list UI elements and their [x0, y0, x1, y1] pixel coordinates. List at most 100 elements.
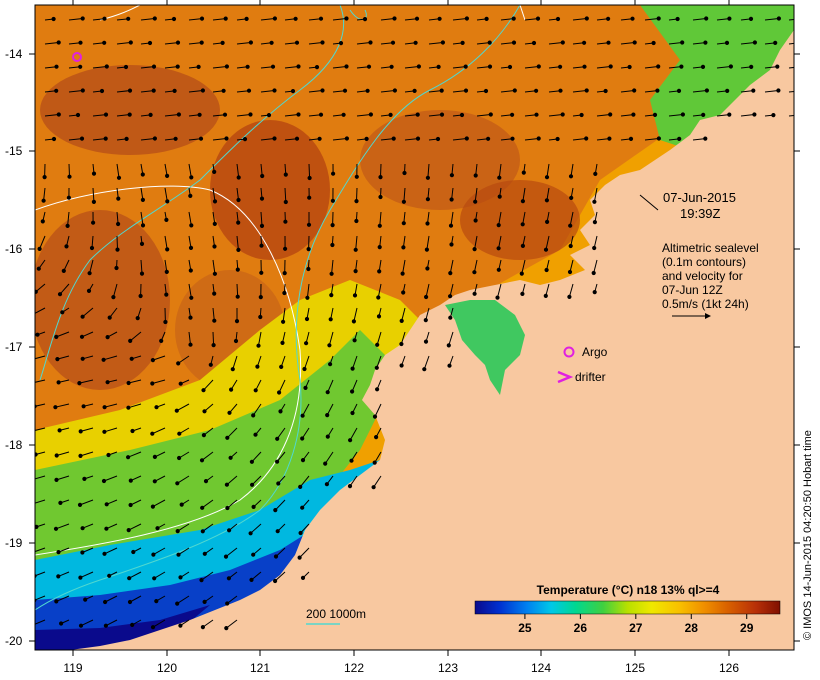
velocity-arrow [278, 379, 286, 393]
velocity-arrow-head [171, 16, 177, 22]
velocity-arrow [428, 114, 443, 117]
velocity-arrow-head [82, 476, 87, 481]
velocity-arrow [164, 66, 178, 69]
velocity-arrow [236, 42, 251, 45]
credit-label: © IMOS 14-Jun-2015 04:20:50 Hobart time [802, 430, 814, 640]
velocity-arrow [452, 138, 467, 141]
velocity-arrow [572, 90, 587, 93]
velocity-arrow [236, 235, 239, 250]
velocity-arrow-head [460, 40, 465, 46]
velocity-arrow-head [350, 366, 355, 371]
velocity-arrow [103, 355, 118, 361]
lat-tick: -14 [5, 47, 800, 61]
velocity-arrow-head [371, 485, 376, 490]
velocity-arrow-head [520, 199, 526, 204]
velocity-arrow-head [105, 380, 110, 385]
velocity-arrow [498, 163, 502, 178]
velocity-arrow-head [30, 358, 33, 361]
velocity-arrow-head [272, 88, 277, 93]
velocity-arrow [92, 66, 107, 69]
velocity-arrow [79, 379, 94, 384]
velocity-arrow [716, 66, 731, 69]
velocity-arrow-head [275, 529, 280, 534]
lon-tick-label: 125 [625, 661, 645, 675]
velocity-arrow-head [139, 241, 145, 246]
velocity-arrow [404, 138, 419, 141]
velocity-arrow-head [178, 381, 183, 386]
velocity-arrow-head [464, 16, 469, 21]
velocity-arrow [92, 114, 107, 117]
king-sound [445, 300, 525, 395]
velocity-arrow [59, 283, 70, 295]
velocity-arrow-head [54, 477, 59, 482]
velocity-arrow-head [104, 64, 109, 69]
velocity-arrow-head [752, 112, 757, 117]
velocity-arrow-head [422, 367, 427, 372]
velocity-arrow-head [188, 193, 193, 198]
velocity-arrow-head [584, 136, 589, 141]
velocity-arrow-head [330, 242, 335, 248]
velocity-arrow-head [520, 222, 525, 227]
velocity-arrow-head [487, 64, 493, 69]
velocity-arrow [448, 331, 454, 346]
velocity-arrow-head [78, 429, 83, 434]
velocity-arrow [201, 451, 214, 461]
velocity-arrow-head [36, 266, 41, 271]
velocity-arrow-head [127, 88, 133, 93]
velocity-arrow-head [126, 16, 131, 21]
velocity-arrow-head [704, 16, 709, 21]
velocity-arrow-head [212, 318, 217, 323]
velocity-arrow-head [352, 293, 358, 298]
velocity-arrow-head [235, 294, 240, 299]
velocity-arrow-head [341, 112, 346, 117]
velocity-arrow-head [224, 136, 229, 141]
velocity-arrow-head [447, 363, 452, 368]
velocity-arrow-head [128, 40, 133, 45]
velocity-arrow-head [99, 88, 105, 94]
velocity-arrow [188, 42, 202, 45]
velocity-arrow-head [258, 295, 263, 300]
velocity-arrow-head [543, 293, 548, 298]
velocity-arrow [548, 42, 563, 45]
velocity-arrow-head [303, 385, 308, 390]
velocity-arrow-head [375, 342, 380, 347]
velocity-arrow [299, 475, 310, 488]
velocity-arrow-head [448, 294, 453, 299]
colorbar-tick-label: 29 [740, 621, 754, 635]
velocity-arrow-head [259, 270, 264, 275]
velocity-arrow-head [592, 199, 597, 204]
velocity-arrow-head [80, 550, 85, 555]
velocity-arrow-head [283, 199, 288, 205]
velocity-arrow [302, 403, 310, 416]
velocity-arrow-head [67, 174, 72, 179]
velocity-arrow-head [582, 64, 587, 69]
velocity-arrow [92, 187, 95, 202]
coldest-band [35, 605, 210, 650]
lat-tick: -16 [5, 242, 800, 256]
velocity-arrow-head [749, 64, 754, 70]
velocity-arrow-head [224, 64, 229, 69]
velocity-arrow [380, 90, 395, 93]
velocity-arrow-head [472, 247, 477, 252]
velocity-arrow-head [66, 195, 72, 200]
velocity-arrow-head [607, 136, 612, 141]
velocity-arrow-head [165, 199, 170, 204]
altimetry-line: Altimetric sealevel [662, 241, 759, 255]
velocity-arrow-head [249, 459, 254, 464]
velocity-arrow-head [435, 136, 441, 142]
velocity-arrow [428, 90, 442, 93]
velocity-arrow-head [277, 390, 282, 395]
velocity-arrow-head [196, 64, 201, 70]
velocity-arrow [152, 355, 166, 361]
velocity-arrow-head [91, 199, 97, 204]
velocity-arrow-head [534, 88, 539, 93]
velocity-arrow [140, 259, 143, 274]
velocity-arrow-head [221, 88, 226, 93]
velocity-arrow-head [234, 319, 240, 324]
velocity-arrow-head [272, 136, 277, 141]
velocity-arrow-head [260, 173, 265, 179]
velocity-arrow-head [229, 387, 234, 392]
velocity-arrow-head [775, 64, 780, 69]
velocity-arrow [522, 187, 526, 202]
velocity-arrow-head [331, 171, 336, 176]
